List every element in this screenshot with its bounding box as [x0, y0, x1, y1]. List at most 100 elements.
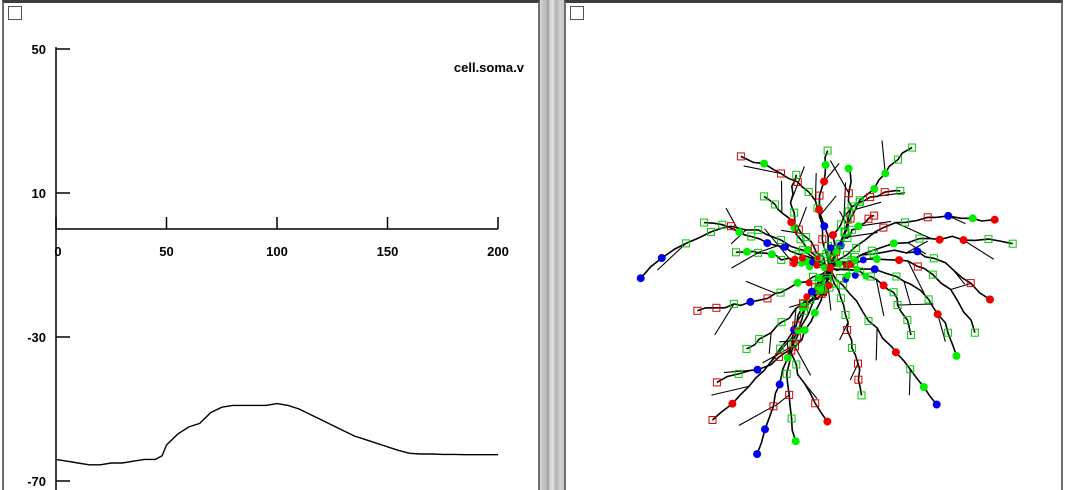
dendrite-twig [657, 242, 687, 271]
blue-dot-marker [820, 222, 829, 231]
soma-cluster-marker [832, 248, 840, 255]
red-dot-marker [933, 310, 942, 319]
dendrite-twig [908, 369, 911, 396]
soma-cluster-marker [790, 260, 798, 268]
red-square-marker [712, 378, 721, 387]
green-dot-marker [854, 222, 863, 231]
window-menu-box[interactable] [8, 6, 22, 20]
green-square-marker [798, 246, 807, 255]
window-menu-box[interactable] [570, 6, 584, 20]
green-square-marker [747, 232, 756, 241]
dendrite-twig [950, 282, 973, 291]
green-square-marker [760, 192, 769, 201]
green-square-marker [892, 272, 901, 281]
dendrite-branch [763, 195, 828, 269]
dendrite-twig [768, 332, 772, 354]
red-dot-marker [895, 256, 904, 265]
soma-cluster-marker [820, 264, 828, 272]
red-square-marker [708, 416, 717, 424]
dendrite-branch [829, 269, 938, 406]
green-square-marker [970, 328, 979, 337]
green-square-marker [847, 225, 856, 234]
red-square-marker [769, 402, 778, 411]
green-dot-marker [793, 278, 802, 287]
x-tick-label: 0 [54, 244, 61, 259]
green-square-marker [777, 236, 786, 245]
green-square-marker [718, 220, 727, 229]
green-square-marker [943, 328, 952, 337]
green-square-marker [734, 369, 743, 378]
green-square-marker [867, 246, 876, 255]
green-square-marker [800, 300, 809, 309]
dendrite-twig [745, 280, 776, 294]
green-dot-marker [968, 214, 977, 223]
red-dot-marker [990, 215, 999, 224]
red-square-marker [727, 222, 735, 231]
green-square-marker [804, 187, 813, 196]
soma-cluster-marker [805, 279, 813, 287]
soma-cluster-marker [827, 244, 835, 252]
dendrite-twig [897, 303, 934, 306]
green-square-marker [847, 344, 856, 352]
green-square-marker [908, 143, 917, 152]
red-square-marker [866, 193, 875, 202]
green-square-marker [839, 260, 848, 269]
green-square-marker [782, 369, 791, 378]
green-square-marker [754, 225, 763, 234]
voltage-graph: 0 50 100 150 200 50 10 -30 -70 cell.soma.v [27, 42, 525, 490]
green-square-marker [855, 198, 864, 207]
green-square-marker [906, 331, 915, 339]
green-square-marker [707, 227, 715, 236]
shape-window[interactable] [564, 0, 1063, 490]
green-square-marker [842, 250, 851, 259]
green-square-marker [852, 243, 861, 252]
soma-cluster-marker [859, 256, 867, 264]
dendrite-twig [711, 385, 750, 396]
green-square-marker [896, 186, 905, 195]
neuron-shape-plot [636, 140, 1017, 459]
red-dot-marker [986, 295, 994, 304]
dendrite-twig [743, 165, 782, 175]
x-tick-label: 100 [266, 244, 288, 259]
red-square-marker [693, 306, 702, 315]
blue-dot-marker [913, 247, 922, 256]
red-square-marker [794, 225, 803, 234]
dendrite-twig [895, 222, 932, 240]
green-square-marker [928, 270, 937, 279]
green-square-marker [700, 218, 709, 227]
dendrite-branch [740, 155, 830, 269]
series-line-cell-soma-v [55, 402, 498, 466]
green-dot-marker [844, 164, 853, 173]
red-square-marker [792, 321, 801, 330]
soma-cluster-marker [813, 261, 821, 269]
dendrite-twig [906, 240, 928, 254]
green-square-marker [915, 234, 924, 243]
green-square-marker [903, 316, 912, 325]
green-square-marker [802, 233, 811, 242]
dendrite-branch [640, 225, 829, 279]
green-square-marker [901, 218, 909, 227]
red-dot-marker [823, 417, 832, 426]
green-square-marker [889, 288, 898, 297]
dendrite-twig [738, 405, 774, 426]
red-square-marker [736, 152, 745, 161]
green-dot-marker [767, 250, 776, 259]
soma-cluster-marker [825, 282, 833, 290]
graph-window[interactable]: 0 50 100 150 200 50 10 -30 -70 cell.soma.v [2, 0, 540, 490]
green-square-marker [823, 146, 832, 155]
green-dot-marker [881, 169, 890, 178]
window-divider[interactable] [540, 0, 564, 490]
green-square-marker [893, 301, 902, 309]
dendrite-tree [640, 140, 1013, 455]
green-square-marker [732, 248, 740, 257]
red-dot-marker [787, 218, 796, 227]
red-square-marker [880, 188, 889, 197]
dendrite-twig [730, 229, 747, 245]
red-square-marker [810, 244, 819, 253]
red-dot-marker [959, 236, 968, 245]
blue-dot-marker [657, 254, 666, 262]
red-square-marker [966, 279, 975, 288]
green-square-marker [929, 254, 938, 263]
blue-dot-marker [870, 265, 879, 274]
dendrite-twig [849, 363, 859, 381]
